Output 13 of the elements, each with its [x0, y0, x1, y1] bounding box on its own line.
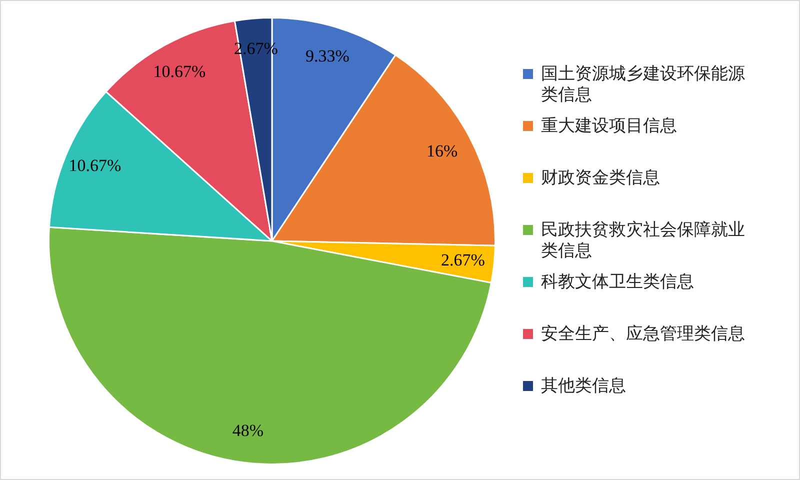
data-label: 10.67%: [68, 156, 122, 176]
legend-label: 安全生产、应急管理类信息: [541, 323, 746, 344]
legend-label: 科教文体卫生类信息: [541, 271, 695, 292]
legend-label: 国土资源城乡建设环保能源类信息: [541, 63, 746, 105]
data-label: 10.67%: [153, 62, 206, 82]
legend-label: 财政资金类信息: [541, 167, 661, 188]
legend-label: 民政扶贫救灾社会保障就业类信息: [541, 219, 746, 261]
data-label: 2.67%: [440, 250, 485, 270]
legend-label: 其他类信息: [541, 375, 627, 396]
data-label: 48%: [232, 420, 264, 440]
legend-label: 重大建设项目信息: [541, 115, 678, 136]
data-label: 16%: [426, 141, 458, 160]
data-label: 9.33%: [306, 46, 350, 66]
